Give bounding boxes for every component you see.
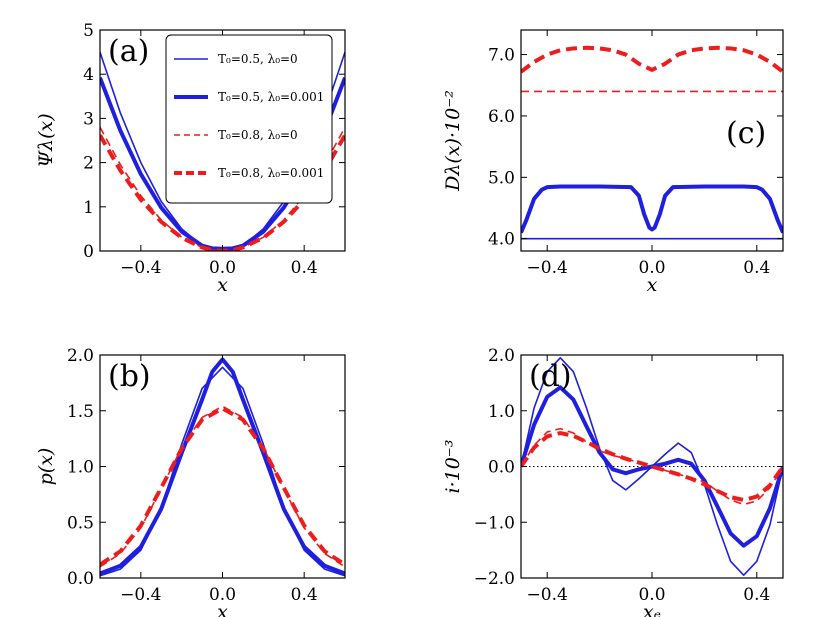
series-group (521, 356, 783, 577)
y-tick-label: 1.0 (67, 458, 94, 478)
x-tick-label: 0.0 (209, 258, 236, 278)
panel-d: −0.4 0.0 0.4 −2.0 −1.0 0.0 1.0 2.0 xₑ i·10⁻³ (d) (442, 346, 784, 617)
x-tick-label: 0.4 (743, 585, 770, 605)
x-tick-label: 0.4 (291, 258, 318, 278)
x-tick-label: 0.4 (291, 585, 318, 605)
legend: T₀=0.5, λ₀=0 T₀=0.5, λ₀=0.001 T₀=0.8, λ₀=0… (165, 34, 333, 204)
panel-label-d: (d) (529, 359, 572, 394)
y-tick-label: 2 (83, 154, 94, 174)
plot-frame (99, 354, 346, 579)
y-tick-label: 2.0 (488, 346, 515, 366)
y-axis-label: i·10⁻³ (442, 440, 464, 494)
x-tick-label: −0.4 (120, 258, 161, 278)
y-tick-label: 5 (83, 21, 94, 41)
series-group (521, 45, 783, 240)
y-tick-label: 4 (83, 65, 94, 85)
y-axis-label: Ψλ(x) (35, 113, 57, 167)
x-tick-label: 0.0 (209, 585, 236, 605)
y-tick-label: 4.0 (488, 230, 515, 250)
legend-label: T₀=0.8, λ₀=0.001 (218, 166, 324, 180)
x-axis-label: x (217, 274, 228, 296)
panel-label-c: (c) (726, 116, 766, 151)
series-line-b-3 (100, 405, 345, 568)
y-axis-label: p(x) (35, 448, 57, 486)
y-tick-label: 7.0 (488, 46, 515, 66)
plot-frame (520, 29, 784, 252)
plot-frame (520, 354, 784, 579)
legend-label: T₀=0.8, λ₀=0 (218, 128, 298, 142)
y-tick-label: 0.0 (488, 458, 515, 478)
panel-a: −0.4 0.0 0.4 0 1 2 3 4 5 x Ψλ(x) (a) (35, 21, 346, 296)
x-tick-label: −0.4 (120, 585, 161, 605)
panel-b: −0.4 0.0 0.4 0.0 0.5 1.0 1.5 2.0 x p(x) (b) (35, 346, 346, 617)
y-tick-label: 5.0 (488, 168, 515, 188)
series-line-b-1 (100, 366, 345, 577)
series-line-c-4 (521, 45, 783, 74)
y-tick-label: −1.0 (474, 513, 515, 533)
y-tick-label: −2.0 (474, 569, 515, 589)
panel-c: −0.4 0.0 0.4 4.0 5.0 6.0 7.0 x Dλ(x)·10⁻² (c) (442, 29, 784, 296)
series-line-b-4 (100, 406, 345, 567)
legend-label: T₀=0.5, λ₀=0.001 (218, 90, 324, 104)
x-tick-label: −0.4 (527, 258, 568, 278)
x-tick-label: 0.0 (638, 258, 665, 278)
x-tick-label: 0.4 (743, 258, 770, 278)
x-axis-label: x (217, 601, 228, 617)
y-axis-label: Dλ(x)·10⁻² (442, 90, 464, 192)
y-tick-label: 1.5 (67, 402, 94, 422)
legend-label: T₀=0.5, λ₀=0 (218, 52, 298, 66)
y-tick-label: 0 (83, 242, 94, 262)
y-tick-label: 0.5 (67, 513, 94, 533)
panel-label-a: (a) (108, 34, 149, 69)
y-tick-label: 1.0 (488, 402, 515, 422)
y-tick-label: 0.0 (67, 569, 94, 589)
x-tick-label: −0.4 (527, 585, 568, 605)
x-axis-label: x (647, 274, 658, 296)
plot-frame (99, 29, 346, 252)
legend-box (165, 34, 333, 204)
x-axis-label: xₑ (643, 601, 661, 617)
series-line-d-3 (521, 427, 783, 506)
y-tick-label: 6.0 (488, 107, 515, 127)
panel-label-b: (b) (108, 359, 151, 394)
series-line-d-4 (521, 431, 783, 502)
series-line-a-3 (100, 126, 345, 251)
x-tick-label: 0.0 (638, 585, 665, 605)
y-tick-label: 1 (83, 198, 94, 218)
y-tick-label: 3 (83, 109, 94, 129)
series-line-c-2 (521, 184, 783, 234)
series-line-a-4 (100, 134, 345, 251)
y-tick-label: 2.0 (67, 346, 94, 366)
